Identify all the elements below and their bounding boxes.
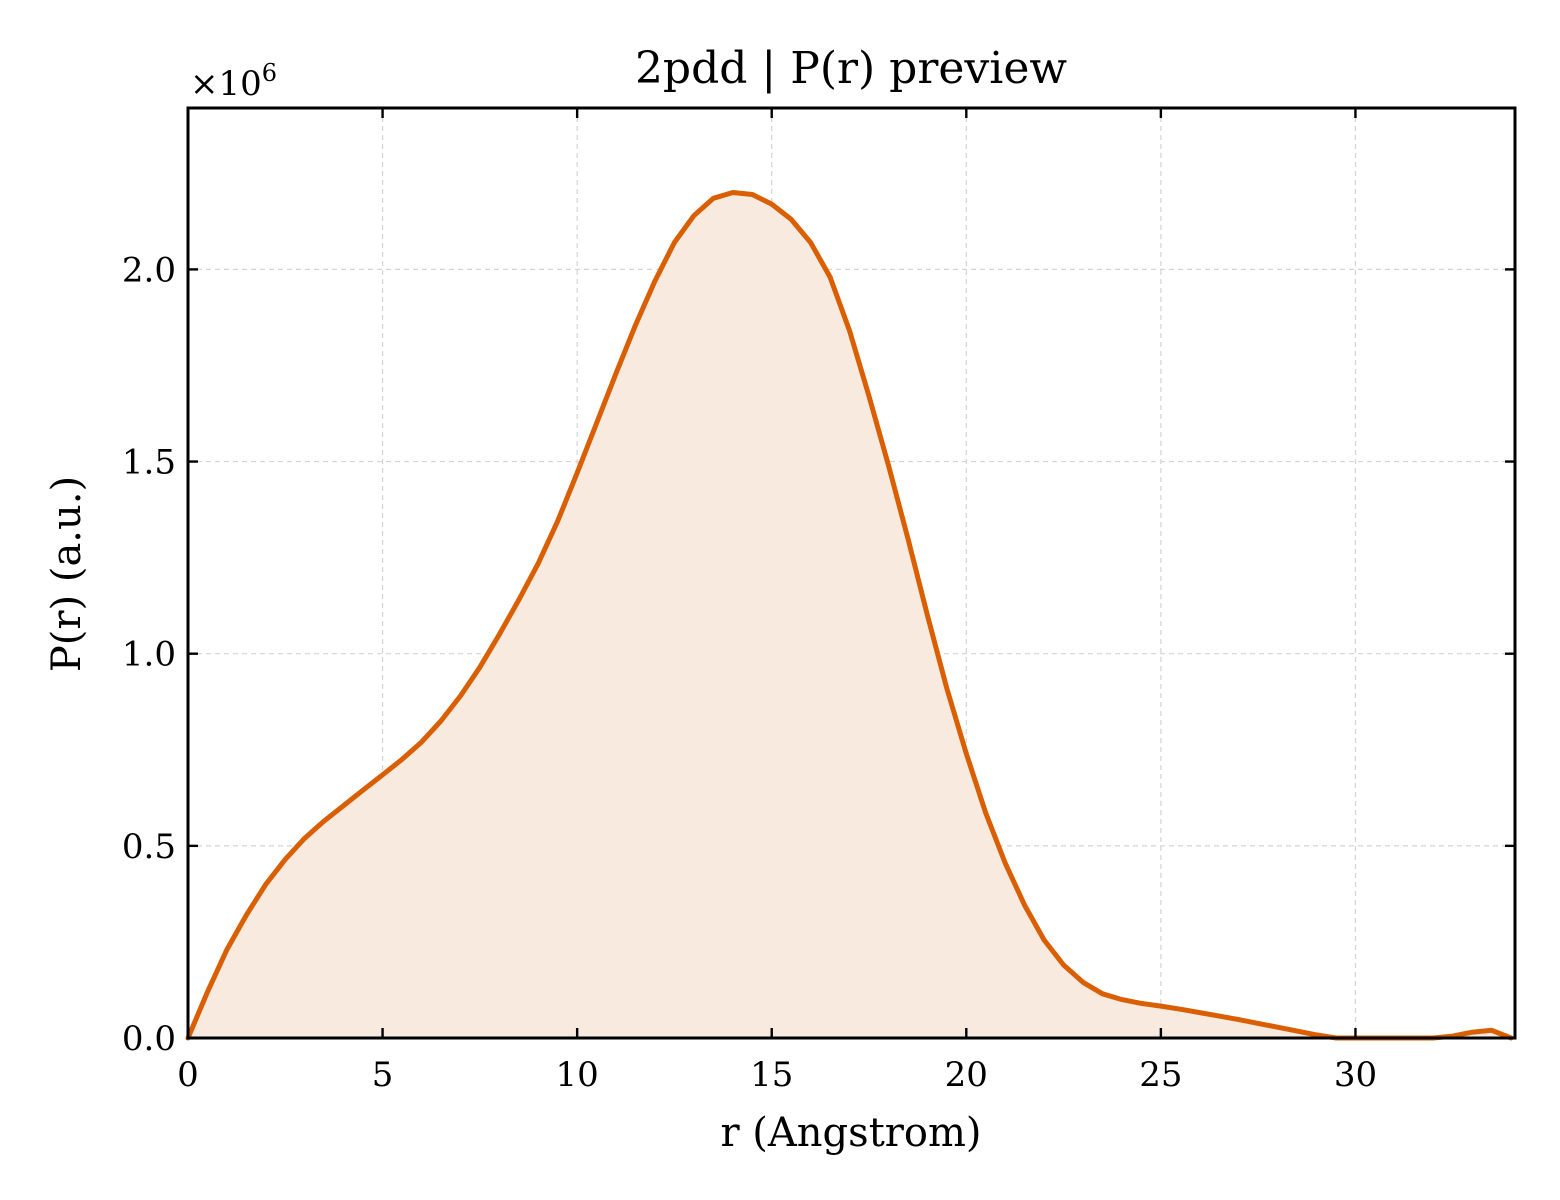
x-tick-label: 15 bbox=[750, 1055, 793, 1095]
x-tick-label: 10 bbox=[556, 1055, 599, 1095]
y-tick-label: 1.0 bbox=[122, 635, 176, 675]
pr-area-fill bbox=[188, 192, 1512, 1038]
y-tick-label: 0.0 bbox=[122, 1019, 176, 1059]
x-tick-label: 30 bbox=[1334, 1055, 1377, 1095]
x-tick-label: 0 bbox=[177, 1055, 199, 1095]
y-offset-base: ×10 bbox=[190, 64, 262, 104]
chart-title: 2pdd | P(r) preview bbox=[635, 43, 1067, 94]
plot-frame bbox=[186, 106, 1517, 1040]
pr-series-line bbox=[185, 190, 1514, 1041]
y-tick-label: 1.5 bbox=[122, 443, 176, 483]
x-axis-label: r (Angstrom) bbox=[720, 1110, 981, 1156]
y-tick-label: 0.5 bbox=[122, 827, 176, 867]
y-offset-exponent: 6 bbox=[262, 59, 277, 87]
y-axis-label: P(r) (a.u.) bbox=[44, 476, 90, 672]
x-tick-label: 5 bbox=[372, 1055, 394, 1095]
y-offset-multiplier: ×106 bbox=[190, 59, 277, 104]
y-tick-label: 2.0 bbox=[122, 250, 176, 290]
x-tick-label: 25 bbox=[1139, 1055, 1182, 1095]
axis-ticks: 0 5 10 15 20 25 30 0.0 0.5 1.0 1.5 2.0 bbox=[122, 108, 1515, 1095]
x-tick-label: 20 bbox=[945, 1055, 988, 1095]
